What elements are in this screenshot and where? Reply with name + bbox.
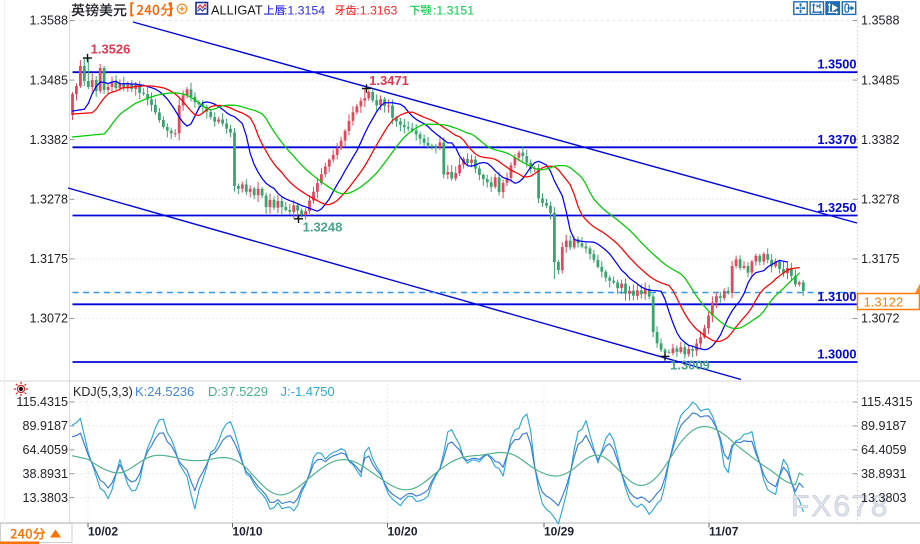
svg-text:1.3485: 1.3485 — [861, 73, 900, 87]
svg-text:J:-1.4750: J:-1.4750 — [281, 384, 335, 399]
svg-text:11/07: 11/07 — [709, 525, 739, 539]
svg-text:1.3526: 1.3526 — [91, 42, 131, 57]
svg-text:FX678: FX678 — [791, 490, 889, 523]
svg-text:64.4059: 64.4059 — [22, 443, 68, 457]
svg-text:1.3382: 1.3382 — [29, 133, 68, 147]
svg-text:13.3803: 13.3803 — [22, 491, 68, 505]
svg-text:89.9187: 89.9187 — [861, 419, 907, 433]
svg-text:115.4315: 115.4315 — [16, 395, 68, 409]
svg-text:38.8931: 38.8931 — [861, 467, 907, 481]
svg-text:10/02: 10/02 — [88, 525, 118, 539]
svg-text:13.3803: 13.3803 — [861, 491, 907, 505]
svg-text:115.4315: 115.4315 — [861, 395, 913, 409]
svg-text:1.3248: 1.3248 — [303, 219, 343, 234]
svg-text:1.3382: 1.3382 — [861, 133, 900, 147]
svg-text:1.3471: 1.3471 — [369, 73, 409, 88]
svg-text:1.3122: 1.3122 — [864, 294, 904, 309]
svg-text:10/29: 10/29 — [544, 525, 574, 539]
svg-text:1.3588: 1.3588 — [861, 14, 900, 28]
svg-text:1.3500: 1.3500 — [817, 57, 856, 72]
svg-text:1.3278: 1.3278 — [861, 193, 900, 207]
svg-text:1.3370: 1.3370 — [817, 132, 856, 147]
svg-text:10/20: 10/20 — [388, 525, 418, 539]
svg-text:1.3485: 1.3485 — [29, 73, 68, 87]
svg-text:64.4059: 64.4059 — [861, 443, 907, 457]
svg-text:10/10: 10/10 — [233, 525, 263, 539]
svg-text:1.3100: 1.3100 — [817, 289, 856, 304]
svg-text:ALLIGAT: ALLIGAT — [211, 3, 263, 18]
svg-text:1.3072: 1.3072 — [29, 312, 68, 326]
svg-text:1.3000: 1.3000 — [817, 347, 856, 362]
svg-text:1.3588: 1.3588 — [29, 14, 68, 28]
svg-text:1.3250: 1.3250 — [817, 200, 856, 215]
svg-text:1.3009: 1.3009 — [670, 357, 710, 372]
svg-text:1.3175: 1.3175 — [861, 252, 900, 266]
svg-text::1.3154: :1.3154 — [284, 3, 325, 17]
svg-text:1.3072: 1.3072 — [861, 312, 900, 326]
svg-text:1.3278: 1.3278 — [29, 193, 68, 207]
svg-text:1.3175: 1.3175 — [29, 252, 68, 266]
svg-text:K:24.5236: K:24.5236 — [135, 384, 194, 399]
svg-text:KDJ(5,3,3): KDJ(5,3,3) — [73, 385, 133, 399]
svg-text:89.9187: 89.9187 — [22, 419, 68, 433]
svg-text::1.3151: :1.3151 — [433, 3, 474, 17]
svg-text:38.8931: 38.8931 — [22, 467, 68, 481]
svg-text:D:37.5229: D:37.5229 — [208, 384, 268, 399]
svg-text::1.3163: :1.3163 — [356, 3, 397, 17]
